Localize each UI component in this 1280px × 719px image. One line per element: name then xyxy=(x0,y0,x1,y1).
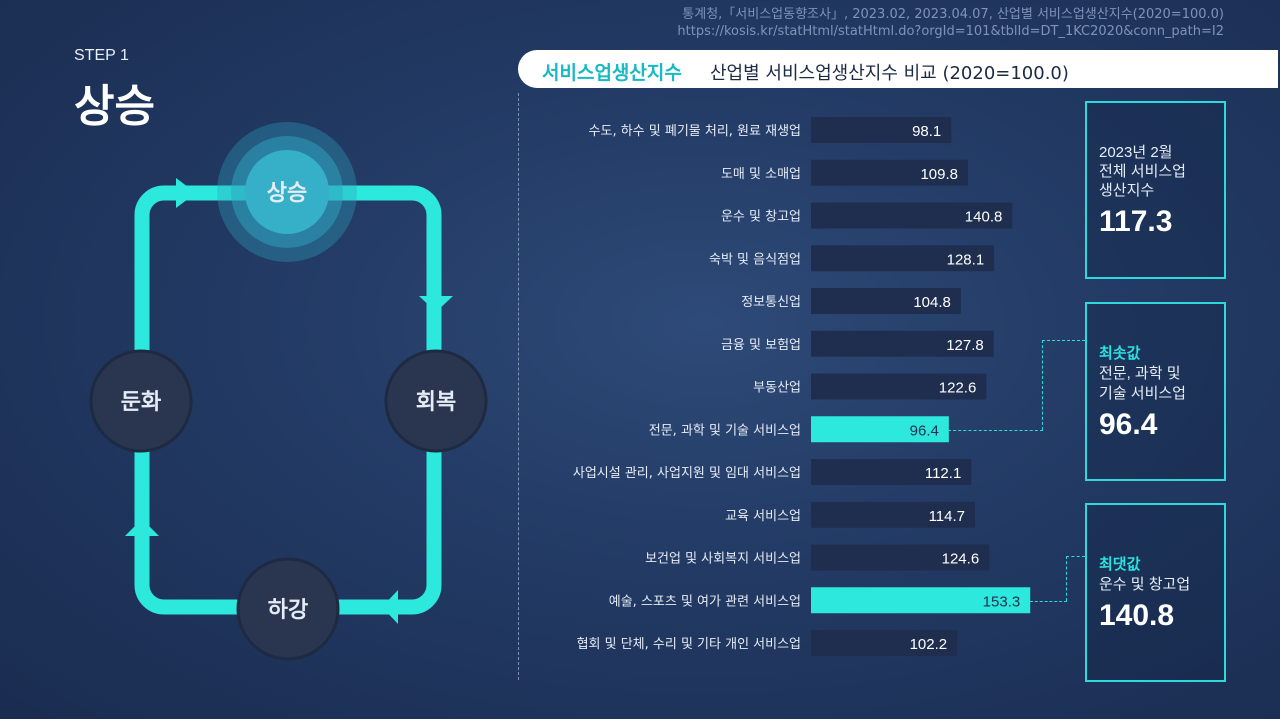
chart-title-highlight: 서비스업생산지수 xyxy=(542,62,682,84)
bar xyxy=(811,245,995,272)
category-label: 사업시설 관리, 사업지원 및 임대 서비스업 xyxy=(573,466,801,481)
min-tag: 최솟값 xyxy=(1099,344,1141,362)
value-label: 109.8 xyxy=(920,166,958,183)
value-label: 153.3 xyxy=(983,593,1021,610)
arrow-up-icon xyxy=(125,519,159,536)
source-citation: 통계청,「서비스업동향조사」, 2023.02, 2023.04.07, 산업별… xyxy=(677,6,1224,40)
chart-title: 산업별 서비스업생산지수 비교 (2020=100.0) xyxy=(710,63,1069,84)
bar xyxy=(811,544,990,571)
summary-label-3: 생산지수 xyxy=(1099,182,1155,199)
step-title: 상승 xyxy=(74,81,155,132)
business-cycle-diagram: 상승 회복 하강 둔화 xyxy=(89,122,488,661)
category-label: 숙박 및 음식점업 xyxy=(709,252,801,267)
arrow-left-icon xyxy=(382,590,398,624)
category-label: 부동산업 xyxy=(753,381,801,396)
node-recovery-label: 회복 xyxy=(416,390,456,415)
bar xyxy=(811,459,972,485)
category-label: 전문, 과학 및 기술 서비스업 xyxy=(649,423,801,438)
min-label-1: 전문, 과학 및 xyxy=(1099,365,1181,382)
bar xyxy=(811,159,969,186)
bar xyxy=(811,587,1031,614)
value-label: 128.1 xyxy=(947,251,985,268)
value-label: 96.4 xyxy=(910,422,939,439)
bar xyxy=(811,630,958,656)
value-label: 124.6 xyxy=(942,551,980,568)
max-tag: 최댓값 xyxy=(1099,555,1141,573)
category-label: 협회 및 단체, 수리 및 기타 개인 서비스업 xyxy=(577,637,801,652)
max-leader-bottom xyxy=(1030,601,1067,602)
summary-box: 2023년 2월 전체 서비스업 생산지수 117.3 xyxy=(1085,101,1226,279)
value-label: 114.7 xyxy=(929,508,965,525)
node-recovery xyxy=(384,349,488,453)
max-leader-top xyxy=(1066,556,1085,557)
max-box: 최댓값 운수 및 창고업 140.8 xyxy=(1085,503,1226,682)
category-label: 수도, 하수 및 폐기물 처리, 원료 재생업 xyxy=(589,124,801,139)
summary-value: 117.3 xyxy=(1099,205,1173,238)
step-label: STEP 1 xyxy=(74,47,129,64)
source-url: https://kosis.kr/statHtml/statHtml.do?or… xyxy=(677,24,1224,39)
category-label: 교육 서비스업 xyxy=(725,509,801,524)
bar xyxy=(811,288,961,314)
max-label: 운수 및 창고업 xyxy=(1099,576,1191,593)
source-line-1: 통계청,「서비스업동향조사」, 2023.02, 2023.04.07, 산업별… xyxy=(682,7,1224,22)
arrow-right-icon xyxy=(176,178,196,208)
node-slowdown xyxy=(89,349,193,453)
bar xyxy=(811,202,1013,229)
value-label: 104.8 xyxy=(913,294,951,311)
value-label: 98.1 xyxy=(912,123,941,140)
value-label: 127.8 xyxy=(946,337,984,354)
value-label: 140.8 xyxy=(965,209,1003,226)
min-leader-vertical xyxy=(1042,340,1043,430)
node-down-label: 하강 xyxy=(268,598,308,623)
summary-label-1: 2023년 2월 xyxy=(1099,144,1173,161)
node-up xyxy=(245,150,329,234)
summary-label-2: 전체 서비스업 xyxy=(1099,163,1186,180)
max-value: 140.8 xyxy=(1099,599,1175,632)
node-down xyxy=(236,557,340,661)
node-up-label: 상승 xyxy=(267,181,307,206)
category-label: 운수 및 창고업 xyxy=(721,210,801,225)
axis-line xyxy=(518,93,519,680)
value-label: 122.6 xyxy=(939,380,977,397)
min-leader-bottom xyxy=(948,430,1043,431)
value-label: 102.2 xyxy=(910,636,948,653)
value-label: 112.1 xyxy=(925,465,961,482)
bar xyxy=(811,117,952,143)
bar xyxy=(811,373,987,400)
category-label: 금융 및 보험업 xyxy=(721,338,801,353)
min-label-2: 기술 서비스업 xyxy=(1099,385,1186,402)
category-label: 정보통신업 xyxy=(741,295,801,310)
min-value: 96.4 xyxy=(1099,408,1158,441)
category-label: 예술, 스포츠 및 여가 관련 서비스업 xyxy=(609,594,801,609)
bar-chart: 수도, 하수 및 폐기물 처리, 원료 재생업 98.1 도매 및 소매업 109.8… xyxy=(573,117,1031,656)
category-label: 보건업 및 사회복지 서비스업 xyxy=(645,552,801,567)
max-leader-vertical xyxy=(1066,556,1067,601)
node-slowdown-label: 둔화 xyxy=(121,390,161,415)
category-label: 도매 및 소매업 xyxy=(721,167,801,182)
bar xyxy=(811,416,949,443)
min-box: 최솟값 전문, 과학 및 기술 서비스업 96.4 xyxy=(1085,302,1226,481)
bar xyxy=(811,501,976,528)
chart-header: 서비스업생산지수 산업별 서비스업생산지수 비교 (2020=100.0) xyxy=(518,50,1278,88)
arrow-down-icon xyxy=(419,296,453,312)
bar xyxy=(811,330,994,357)
min-leader-top xyxy=(1042,340,1085,341)
